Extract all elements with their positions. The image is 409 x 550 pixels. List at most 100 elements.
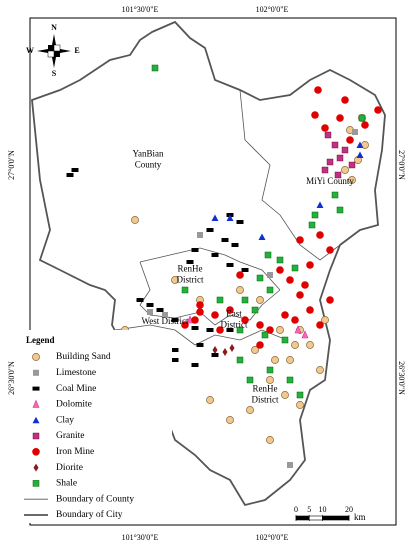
limestone bbox=[162, 312, 168, 318]
legend-label: Boundary of County bbox=[56, 493, 134, 504]
diorite bbox=[33, 463, 39, 472]
shale bbox=[251, 306, 259, 314]
granite bbox=[331, 141, 339, 149]
coal-mine bbox=[226, 328, 234, 332]
coal-mine bbox=[32, 386, 40, 391]
iron-mine bbox=[306, 306, 314, 314]
building-sand bbox=[306, 341, 314, 349]
clay bbox=[211, 214, 219, 221]
shale bbox=[281, 336, 289, 344]
iron-mine bbox=[316, 321, 324, 329]
coal-mine bbox=[211, 253, 219, 257]
building-sand bbox=[266, 376, 274, 384]
iron-mine bbox=[181, 321, 189, 329]
iron-mine bbox=[256, 321, 264, 329]
scale-unit: km bbox=[354, 512, 366, 522]
building-sand bbox=[286, 356, 294, 364]
diorite bbox=[212, 346, 218, 354]
iron-mine bbox=[311, 111, 319, 119]
legend-label: Limestone bbox=[56, 368, 96, 378]
iron-mine bbox=[326, 246, 334, 254]
shale bbox=[266, 366, 274, 374]
region-label: County bbox=[135, 160, 162, 170]
region-label: West District bbox=[141, 316, 189, 326]
granite bbox=[321, 166, 329, 174]
clay bbox=[356, 141, 364, 148]
limestone bbox=[147, 309, 153, 315]
shale bbox=[181, 286, 189, 294]
coal-mine bbox=[171, 358, 179, 362]
building-sand bbox=[251, 346, 259, 354]
granite bbox=[32, 432, 40, 440]
coal-mine bbox=[206, 228, 214, 232]
legend-label: Iron Mine bbox=[56, 447, 94, 457]
coal-mine bbox=[196, 343, 204, 347]
building-sand bbox=[206, 396, 214, 404]
coal-mine bbox=[186, 260, 194, 264]
granite bbox=[326, 158, 334, 166]
coord-label: 26°30'0"N bbox=[397, 361, 406, 395]
building-sand bbox=[281, 391, 289, 399]
scale-label: 0 bbox=[294, 505, 298, 514]
building-sand bbox=[348, 176, 356, 184]
region-label: District bbox=[221, 320, 248, 330]
coal-mine bbox=[191, 326, 199, 330]
coal-mine bbox=[66, 173, 74, 177]
clay bbox=[32, 416, 40, 424]
shale bbox=[286, 376, 294, 384]
building-sand bbox=[131, 216, 139, 224]
building-sand bbox=[271, 356, 279, 364]
clay bbox=[226, 214, 234, 221]
legend-box bbox=[22, 330, 172, 523]
coal-mine bbox=[136, 298, 144, 302]
building-sand bbox=[266, 436, 274, 444]
coal-mine bbox=[156, 308, 164, 312]
iron-mine bbox=[301, 281, 309, 289]
compass bbox=[37, 34, 71, 68]
building-sand bbox=[341, 166, 349, 174]
granite bbox=[334, 171, 342, 179]
region-label: RenHe bbox=[253, 384, 278, 394]
shale bbox=[236, 326, 244, 334]
building-sand bbox=[291, 341, 299, 349]
shale bbox=[216, 296, 224, 304]
granite bbox=[348, 161, 356, 169]
limestone bbox=[287, 462, 293, 468]
coord-label: 102°0'0"E bbox=[256, 533, 289, 542]
coal-mine bbox=[206, 328, 214, 332]
iron-mine bbox=[32, 448, 40, 456]
shale bbox=[241, 296, 249, 304]
legend-label: Boundary of City bbox=[56, 509, 123, 520]
clay bbox=[316, 201, 324, 208]
clay bbox=[258, 233, 266, 240]
coord-label: 102°0'0"E bbox=[256, 5, 289, 14]
iron-mine bbox=[374, 106, 382, 114]
iron-mine bbox=[321, 124, 329, 132]
coal-mine bbox=[226, 263, 234, 267]
limestone bbox=[352, 129, 358, 135]
region-label: RenHe bbox=[178, 264, 203, 274]
iron-mine bbox=[316, 231, 324, 239]
dolomite bbox=[32, 399, 40, 408]
iron-mine bbox=[286, 276, 294, 284]
coord-label: 26°30'0"N bbox=[7, 361, 16, 395]
city-boundary bbox=[31, 20, 386, 507]
iron-mine bbox=[196, 308, 204, 316]
building-sand bbox=[296, 401, 304, 409]
shale bbox=[236, 356, 244, 364]
legend-title: Legend bbox=[26, 335, 55, 345]
coal-mine bbox=[231, 243, 239, 247]
iron-mine bbox=[236, 271, 244, 279]
iron-mine bbox=[291, 316, 299, 324]
shale bbox=[261, 331, 269, 339]
scale-segment bbox=[322, 515, 350, 521]
shale bbox=[256, 274, 264, 282]
legend-label: Granite bbox=[56, 431, 85, 441]
limestone bbox=[33, 369, 39, 376]
building-sand bbox=[256, 296, 264, 304]
iron-mine bbox=[191, 316, 199, 324]
legend-label: Clay bbox=[56, 415, 74, 425]
coal-mine bbox=[146, 303, 154, 307]
region-label: MiYi County bbox=[306, 176, 354, 186]
building-sand bbox=[171, 276, 179, 284]
